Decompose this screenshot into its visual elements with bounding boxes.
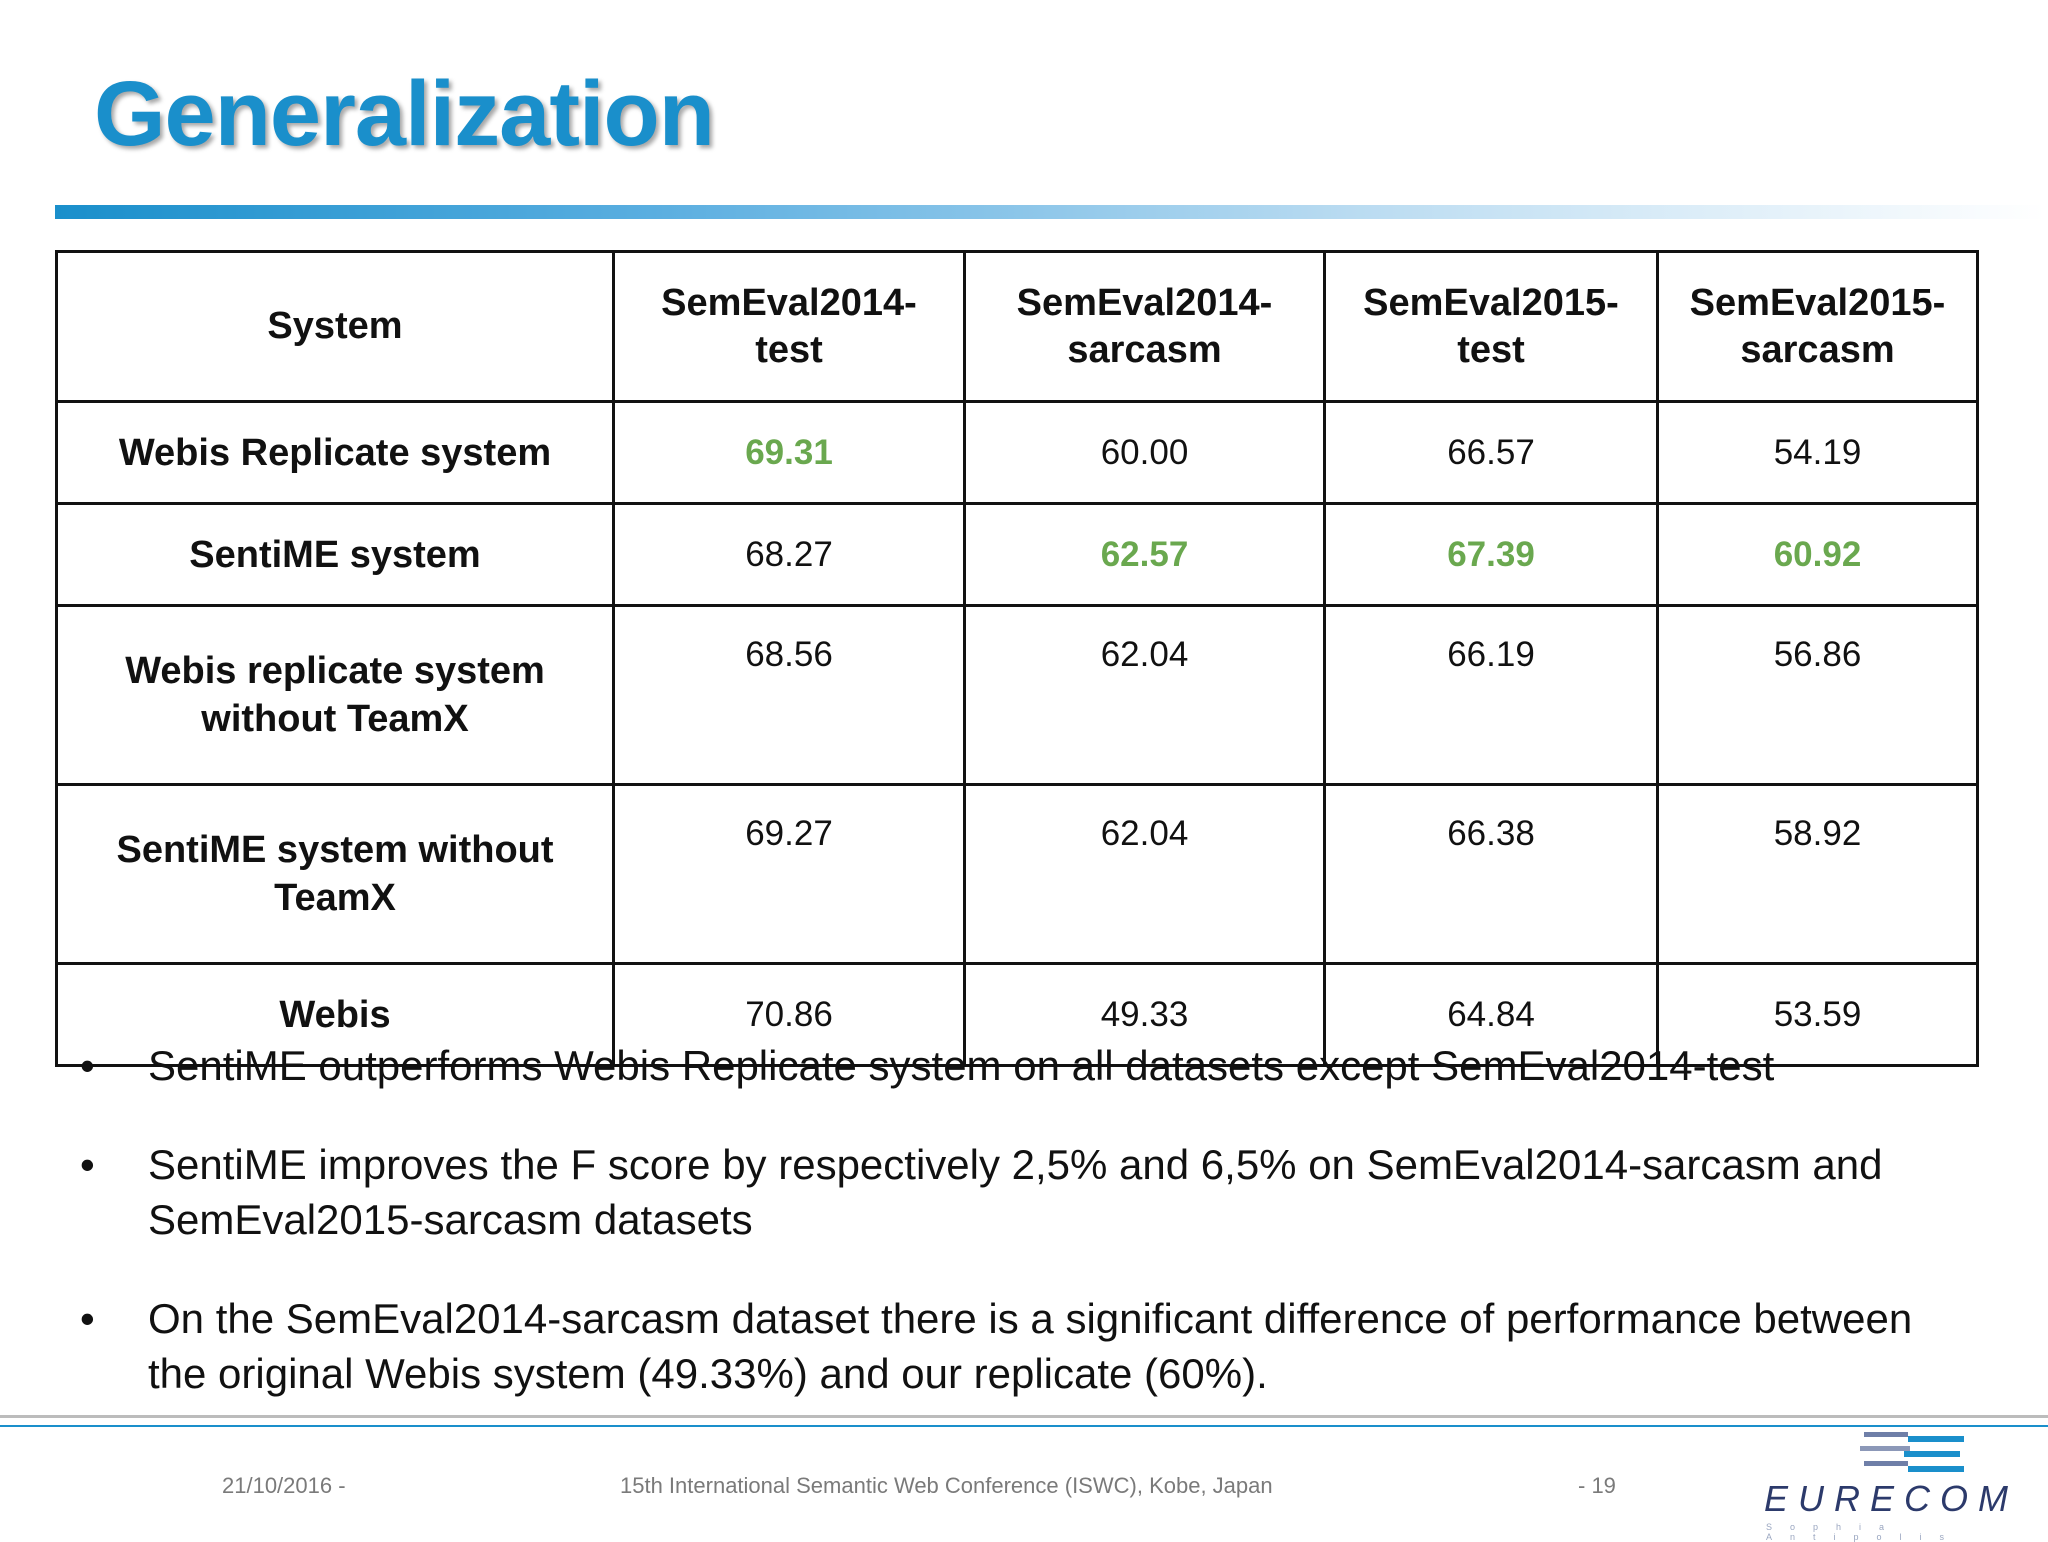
score-cell: 54.19 [1656,400,1979,505]
title-underline [55,205,2045,219]
score-cell: 68.56 [612,604,966,786]
header-semeval2015-sarcasm: SemEval2015- sarcasm [1656,250,1979,403]
score-cell: 62.04 [963,783,1326,965]
score-cell: 64.84 [1323,962,1659,1067]
system-name: Webis [55,962,615,1067]
system-name: Webis replicate system without TeamX [55,604,615,786]
score-cell: 66.19 [1323,604,1659,786]
system-name: SentiME system [55,502,615,607]
score-cell: 60.92 [1656,502,1979,607]
header-semeval2015-test: SemEval2015- test [1323,250,1659,403]
table-row: Webis 70.86 49.33 64.84 53.59 [55,962,1979,1067]
table-row: Webis Replicate system 69.31 60.00 66.57… [55,400,1979,505]
score-cell: 66.38 [1323,783,1659,965]
system-name: SentiME system without TeamX [55,783,615,965]
score-cell: 69.27 [612,783,966,965]
score-cell: 67.39 [1323,502,1659,607]
table-row: SentiME system without TeamX 69.27 62.04 … [55,783,1979,965]
table-row: SentiME system 68.27 62.57 67.39 60.92 [55,502,1979,607]
bullet-list: • SentiME outperforms Webis Replicate sys… [80,1038,1980,1445]
logo-subtitle: Sophia Antipolis [1766,1522,1963,1542]
bullet-item: • SentiME improves the F score by respect… [80,1137,1980,1247]
results-table: System SemEval2014- test SemEval2014- sarc… [55,250,1979,1067]
table-header-row: System SemEval2014- test SemEval2014- sarc… [55,250,1979,403]
header-semeval2014-test: SemEval2014- test [612,250,966,403]
footer-date: 21/10/2016 - [222,1473,346,1498]
score-cell: 53.59 [1656,962,1979,1067]
system-name: Webis Replicate system [55,400,615,505]
bullet-item: • SentiME outperforms Webis Replicate sys… [80,1038,1980,1093]
score-cell: 62.04 [963,604,1326,786]
score-cell: 49.33 [963,962,1326,1067]
footer-conference: 15th International Semantic Web Conferen… [620,1473,1273,1498]
bullet-dot-icon: • [80,1295,95,1342]
score-cell: 66.57 [1323,400,1659,505]
score-cell: 58.92 [1656,783,1979,965]
table-row: Webis replicate system without TeamX 68.5… [55,604,1979,786]
logo-text: EURECOM [1764,1478,2019,1519]
bullet-dot-icon: • [80,1141,95,1188]
eurecom-logo-icon [1860,1432,1964,1472]
score-cell: 56.86 [1656,604,1979,786]
bullet-dot-icon: • [80,1042,95,1089]
bullet-item: • On the SemEval2014-sarcasm dataset ther… [80,1291,1980,1401]
eurecom-logo: EURECOM Sophia Antipolis [1764,1430,2014,1542]
footer-divider-accent [0,1425,2048,1427]
footer-divider [0,1415,2048,1418]
header-semeval2014-sarcasm: SemEval2014- sarcasm [963,250,1326,403]
score-cell: 69.31 [612,400,966,505]
slide-title: Generalization [94,63,715,165]
score-cell: 60.00 [963,400,1326,505]
header-system: System [55,250,615,403]
footer-page-number: - 19 [1578,1473,1616,1498]
score-cell: 70.86 [612,962,966,1067]
score-cell: 62.57 [963,502,1326,607]
score-cell: 68.27 [612,502,966,607]
